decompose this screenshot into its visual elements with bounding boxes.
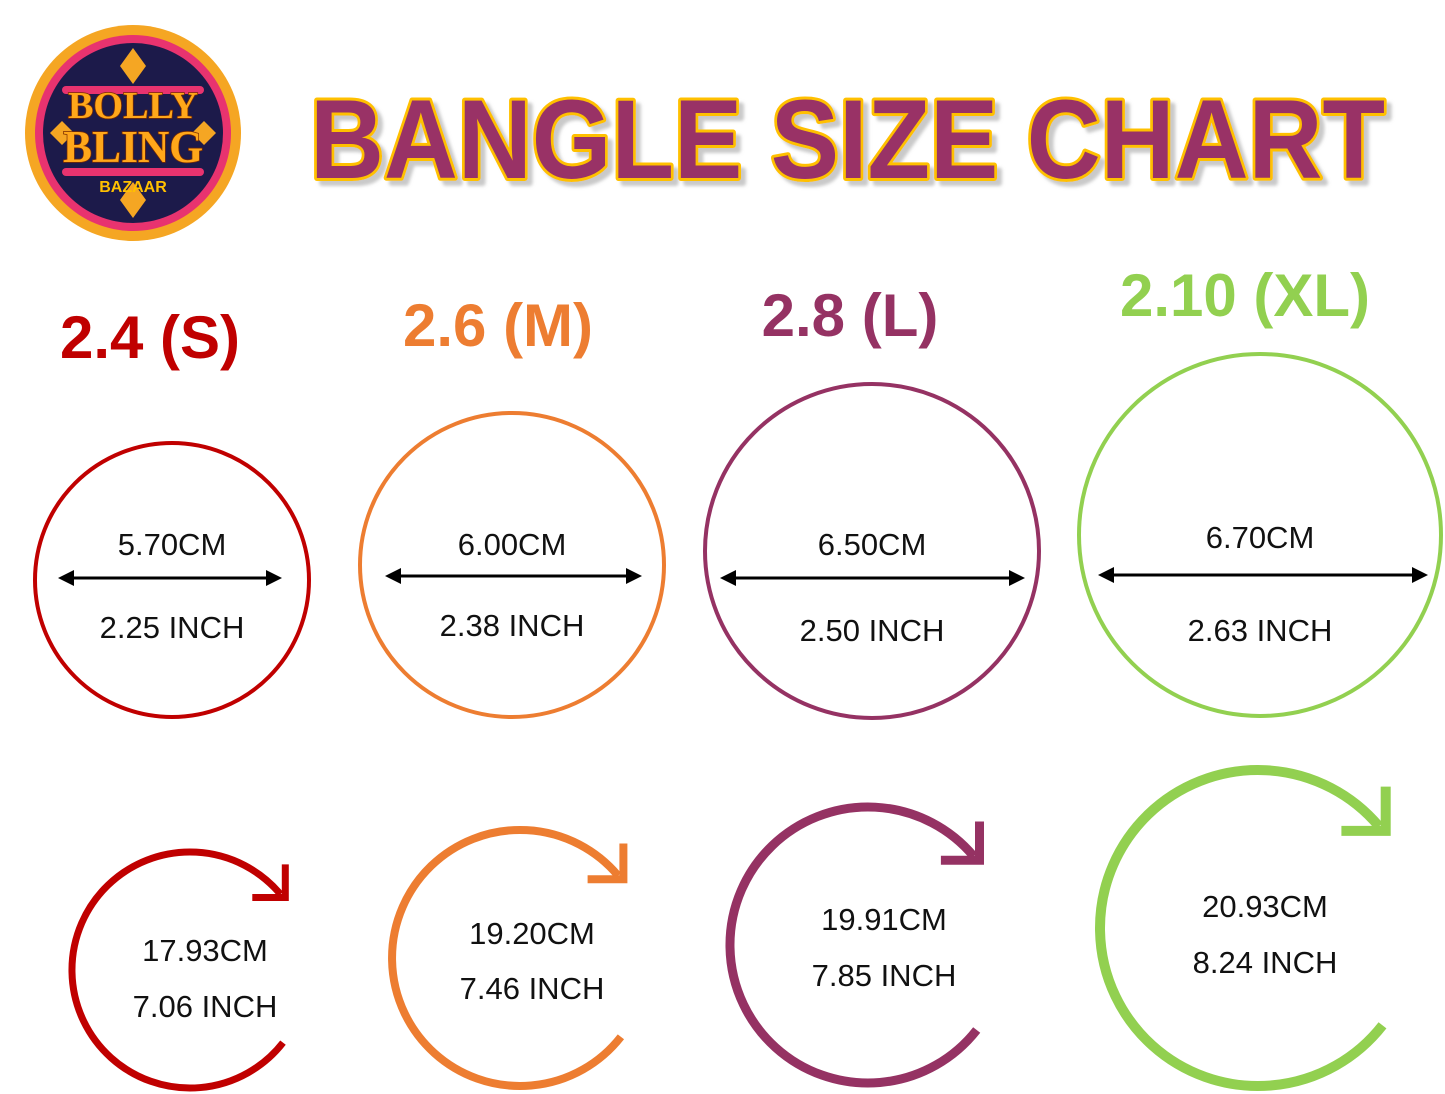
circumference-arc (1095, 765, 1387, 1091)
diameter-circle (358, 411, 666, 719)
logo-diamond-left (50, 121, 74, 145)
diameter-cm: 6.00CM (458, 527, 567, 562)
size-label: 2.4 (S) (60, 304, 240, 371)
logo-banner-top (62, 86, 204, 94)
circumference-cm: 19.20CM (469, 916, 595, 951)
arrow-left-icon (58, 570, 74, 586)
arrow-left-icon (385, 568, 401, 584)
circumference-arrowhead-icon (587, 843, 628, 884)
diameter-circle (33, 441, 311, 719)
logo-diamond-bottom (120, 182, 146, 218)
circumference-inch: 7.85 INCH (812, 958, 957, 993)
arrow-right-icon (626, 568, 642, 584)
circumference-inch: 7.06 INCH (133, 989, 278, 1024)
size-column-medium: 2.6 (M) 6.00CM 2.38 INCH 19.20CM 7.46 INCH (358, 292, 666, 1090)
circumference-cm: 19.91CM (821, 902, 947, 937)
diameter-circle (703, 382, 1041, 720)
logo-text-bolly: BOLLY (68, 85, 198, 127)
logo-banner-bottom (62, 168, 204, 176)
diameter-inch: 2.38 INCH (440, 608, 585, 643)
circumference-arrowhead-icon (940, 821, 984, 865)
circumference-arrowhead-icon (1341, 786, 1391, 836)
circumference-arc (68, 848, 286, 1092)
arrow-right-icon (1412, 567, 1428, 583)
size-column-small: 2.4 (S) 5.70CM 2.25 INCH 17.93CM 7.06 INCH (33, 304, 311, 1092)
diameter-inch: 2.50 INCH (800, 613, 945, 648)
size-column-large: 2.8 (L) 6.50CM 2.50 INCH 19.91CM 7.85 INCH (703, 282, 1041, 1088)
diameter-cm: 6.50CM (818, 527, 927, 562)
logo-diamond-right (192, 121, 216, 145)
diameter-cm: 6.70CM (1206, 520, 1315, 555)
size-label: 2.10 (XL) (1120, 262, 1370, 329)
diameter-inch: 2.25 INCH (100, 610, 245, 645)
brand-logo: BOLLY BLING BAZAAR (25, 25, 241, 241)
circumference-cm: 17.93CM (142, 933, 268, 968)
diameter-circle (1077, 352, 1443, 718)
arrow-right-icon (1009, 570, 1025, 586)
logo-diamond-top (120, 48, 146, 84)
logo-text-bling: BLING (63, 121, 203, 172)
circumference-cm: 20.93CM (1202, 889, 1328, 924)
logo-text-bazaar: BAZAAR (99, 179, 167, 196)
size-label: 2.8 (L) (762, 282, 939, 349)
arrow-left-icon (720, 570, 736, 586)
circumference-arrowhead-icon (252, 864, 289, 901)
size-label: 2.6 (M) (403, 292, 593, 359)
page-title: BANGLE SIZE CHART (310, 77, 1385, 202)
arrow-right-icon (266, 570, 282, 586)
diameter-cm: 5.70CM (118, 527, 227, 562)
circumference-arc (725, 802, 981, 1088)
circumference-arc (388, 825, 625, 1090)
circumference-inch: 8.24 INCH (1193, 945, 1338, 980)
circumference-inch: 7.46 INCH (460, 971, 605, 1006)
arrow-left-icon (1098, 567, 1114, 583)
size-column-xlarge: 2.10 (XL) 6.70CM 2.63 INCH 20.93CM 8.24 INCH (1077, 262, 1443, 1091)
diameter-inch: 2.63 INCH (1188, 613, 1333, 648)
